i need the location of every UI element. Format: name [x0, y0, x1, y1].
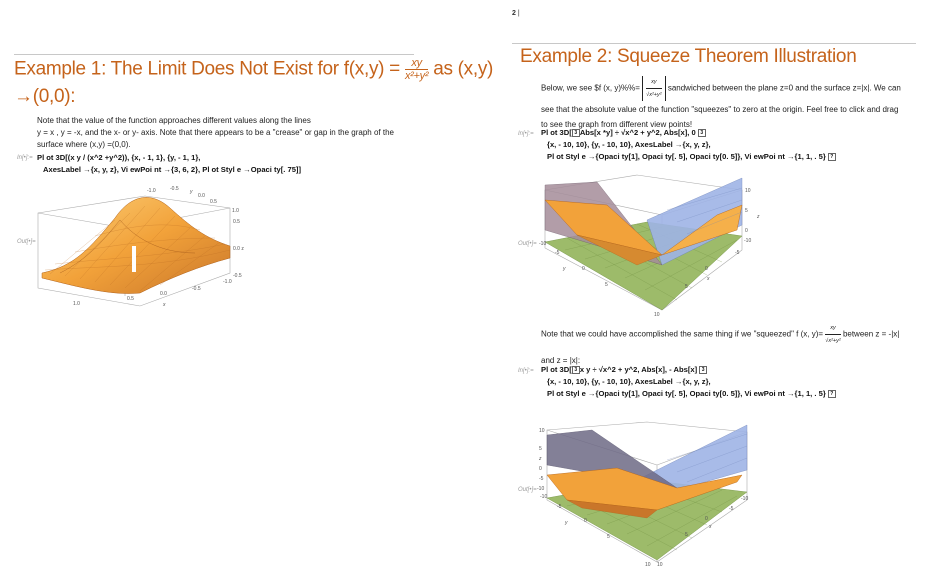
- svg-text:y: y: [189, 189, 193, 195]
- input-label: In[•]:=: [518, 131, 534, 137]
- svg-text:1.0: 1.0: [232, 208, 239, 214]
- svg-text:0.5: 0.5: [233, 219, 240, 225]
- svg-text:0.0: 0.0: [160, 291, 167, 297]
- example2-paragraph-1: Below, we see $f (x, y)%%= xy √x²+y² sand…: [541, 76, 921, 131]
- surface-mesh: [41, 197, 231, 294]
- svg-text:-0.5: -0.5: [192, 286, 201, 292]
- axis-ticks: 10 5 z 0 -10 -5 y 0 5 10 -10 -5 0 x 5: [539, 188, 760, 318]
- example2-surface-plot-1[interactable]: 10 5 z 0 -10 -5 y 0 5 10 -10 -5 0 x 5: [537, 170, 772, 318]
- svg-text:-1.0: -1.0: [147, 188, 156, 194]
- svg-text:-10: -10: [741, 496, 748, 502]
- svg-text:-10: -10: [744, 238, 751, 244]
- output-label: Out[•]=: [518, 241, 537, 247]
- svg-text:-5: -5: [735, 250, 740, 256]
- input-label: In[•]:=: [17, 155, 33, 161]
- orange-surface-right: [661, 204, 743, 256]
- svg-text:10: 10: [745, 188, 751, 194]
- svg-text:0: 0: [705, 266, 708, 272]
- svg-text:10: 10: [539, 428, 545, 434]
- svg-text:5: 5: [607, 534, 610, 540]
- svg-text:0.0: 0.0: [198, 193, 205, 199]
- svg-text:y: y: [562, 266, 566, 272]
- svg-text:0: 0: [582, 266, 585, 272]
- svg-text:0: 0: [539, 466, 542, 472]
- svg-text:-0.5: -0.5: [170, 186, 179, 192]
- svg-text:z: z: [756, 214, 760, 220]
- section-rule-2: [512, 43, 916, 44]
- svg-text:0: 0: [584, 518, 587, 524]
- svg-text:0.5: 0.5: [127, 296, 134, 302]
- svg-text:10: 10: [654, 312, 660, 318]
- svg-text:-0.5: -0.5: [233, 273, 242, 279]
- example2-surface-plot-2[interactable]: 10 5 z 0 -5 -10 -10 -5 y 0 5 10 10 -10 -…: [537, 420, 762, 568]
- svg-text:5: 5: [685, 284, 688, 290]
- svg-text:-1.0: -1.0: [223, 279, 232, 285]
- example1-paragraph: Note that the value of the function appr…: [37, 116, 394, 149]
- svg-text:y: y: [564, 520, 568, 526]
- svg-text:5: 5: [745, 208, 748, 214]
- surface-crease: [132, 246, 136, 272]
- svg-text:z: z: [538, 456, 542, 462]
- svg-text:0: 0: [745, 228, 748, 234]
- axis-ticks: 10 5 z 0 -5 -10 -10 -5 y 0 5 10 10 -10 -…: [537, 428, 748, 568]
- axis-ticks: -1.0 -0.5 y 0.0 0.5 1.0 0.5 0.0 z -0.5 -…: [73, 186, 244, 308]
- example2-code-cell-2[interactable]: Pl ot 3D[3 x y ÷ √x^2 + y^2, Abs[x], - Ab…: [541, 364, 836, 400]
- example1-code-cell[interactable]: Pl ot 3D[(x y / (x^2 +y^2)), {x, - 1, 1}…: [37, 153, 301, 174]
- svg-text:x: x: [162, 302, 166, 308]
- svg-text:5: 5: [685, 532, 688, 538]
- example1-title-line2: →(0,0):: [14, 86, 76, 107]
- svg-text:-5: -5: [557, 504, 562, 510]
- example1-surface-plot[interactable]: -1.0 -0.5 y 0.0 0.5 1.0 0.5 0.0 z -0.5 -…: [20, 178, 265, 313]
- page-number: 2 |: [512, 10, 520, 17]
- svg-text:-5: -5: [539, 476, 544, 482]
- section-rule-1: [14, 54, 414, 55]
- svg-text:0: 0: [705, 516, 708, 522]
- example2-title: Example 2: Squeeze Theorem Illustration: [520, 46, 857, 67]
- svg-text:10: 10: [657, 562, 663, 568]
- svg-text:-10: -10: [539, 241, 546, 247]
- example2-code-cell-1[interactable]: Pl ot 3D[3 Abs[x *y] ÷ √x^2 + y^2, Abs[x]…: [541, 127, 836, 163]
- svg-text:0.0 z: 0.0 z: [233, 246, 244, 252]
- input-label: In[•]:=: [518, 368, 534, 374]
- output-label: Out[•]=: [518, 487, 537, 493]
- svg-text:-10: -10: [537, 486, 544, 492]
- output-label: Out[•]=: [17, 239, 36, 245]
- svg-text:10: 10: [645, 562, 651, 568]
- svg-text:-5: -5: [555, 250, 560, 256]
- svg-text:5: 5: [605, 282, 608, 288]
- svg-text:x: x: [708, 524, 712, 530]
- title-fraction: xy x²+y²: [404, 57, 429, 82]
- svg-text:5: 5: [539, 446, 542, 452]
- blue-surface: [646, 177, 743, 266]
- svg-text:-5: -5: [729, 506, 734, 512]
- svg-text:0.5: 0.5: [210, 199, 217, 205]
- svg-text:x: x: [706, 276, 710, 282]
- svg-text:1.0: 1.0: [73, 301, 80, 307]
- example1-title: Example 1: The Limit Does Not Exist for …: [14, 57, 494, 82]
- svg-text:-10: -10: [540, 494, 547, 500]
- example2-paragraph-2: Note that we could have accomplished the…: [541, 322, 921, 367]
